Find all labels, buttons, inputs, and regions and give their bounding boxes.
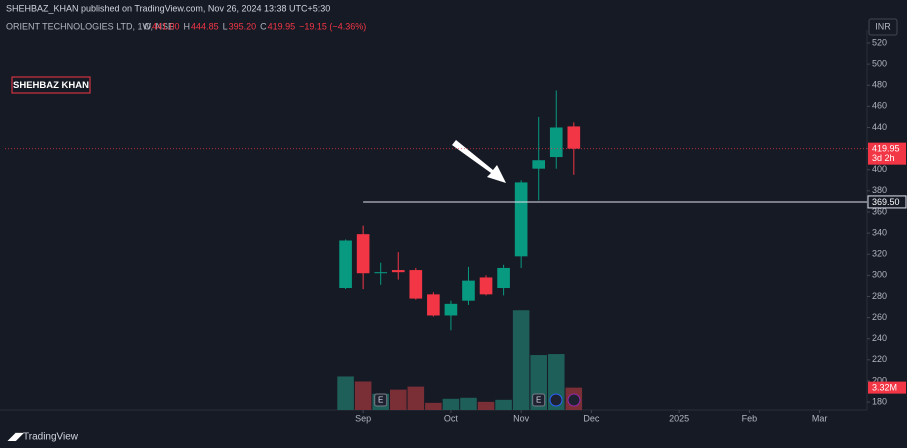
volume-bar (477, 401, 495, 410)
ohlc-value: 444.85 (191, 21, 219, 31)
split-icon (567, 393, 581, 407)
footer: TradingView (23, 432, 79, 443)
dividend-icon (549, 393, 563, 407)
y-tick-label: 300 (872, 270, 887, 280)
arrow (452, 140, 506, 183)
volume-bar (389, 389, 407, 410)
event-marker (532, 393, 546, 407)
hline-label-box (867, 195, 907, 209)
volume-bar (354, 381, 372, 410)
volume-bar (512, 310, 530, 410)
volume-bar (337, 376, 354, 410)
event-label: E (536, 396, 541, 405)
footer-logo: ◢◤ (7, 432, 25, 443)
volume-label: 3.32M (872, 382, 897, 392)
y-tick-label: 260 (872, 312, 887, 322)
ohlc-value: 395.20 (229, 21, 257, 31)
y-tick-label: 500 (872, 58, 887, 68)
y-tick-label: 400 (872, 164, 887, 174)
volume-bar (460, 397, 477, 410)
candle-body (339, 240, 352, 289)
ohlc-value: 419.95 (268, 21, 296, 31)
candle-body (356, 234, 370, 274)
candle-body (462, 280, 475, 301)
currency: INR (875, 21, 891, 31)
candle-body (479, 277, 493, 295)
currency-box (868, 18, 898, 36)
candle-body (567, 126, 581, 149)
volume-bar (442, 398, 460, 410)
x-tick-label: Oct (444, 413, 459, 423)
plot: 1802002202402602803003203403603804004204… (5, 37, 907, 423)
y-tick-label: 380 (872, 185, 887, 195)
volume-bar (425, 402, 442, 410)
hline-label: 369.50 (872, 197, 900, 207)
ohlc-key: H (184, 21, 191, 31)
publisher: SHEHBAZ_KHAN published on TradingView.co… (6, 3, 330, 13)
candle-body (497, 267, 510, 289)
event-label: E (378, 396, 383, 405)
last-price-label: 419.95 (872, 144, 900, 154)
badge: SHEHBAZ KHAN (13, 80, 89, 91)
volume-bar (407, 386, 425, 410)
x-tick-label: 2025 (669, 413, 689, 423)
last-price-box (868, 142, 906, 165)
countdown: 3d 2h (872, 153, 895, 163)
x-tick-label: Feb (742, 413, 758, 423)
candle-body (374, 272, 388, 274)
symbol: ORIENT TECHNOLOGIES LTD, 1W, NSE (6, 21, 174, 31)
y-tick-label: 240 (872, 333, 887, 343)
ohlc-change: −19.15 (−4.36%) (299, 21, 366, 31)
volume-bar (495, 399, 512, 410)
candle-body (549, 127, 563, 158)
candle-body (409, 270, 423, 299)
x-tick-label: Dec (583, 413, 600, 423)
y-tick-label: 360 (872, 206, 887, 216)
x-tick-label: Sep (355, 413, 371, 423)
ohlc-value: 441.00 (152, 21, 180, 31)
candle-body (532, 160, 546, 169)
ohlc-key: L (223, 21, 228, 31)
y-tick-label: 480 (872, 80, 887, 90)
x-tick-label: Mar (812, 413, 828, 423)
candle-body (444, 303, 458, 316)
x-tick-label: Nov (513, 413, 530, 423)
y-tick-label: 340 (872, 227, 887, 237)
candle-body (514, 182, 528, 257)
badge-box (11, 76, 91, 94)
y-tick-label: 220 (872, 354, 887, 364)
y-tick-label: 440 (872, 122, 887, 132)
y-tick-label: 320 (872, 249, 887, 259)
candle-body (391, 270, 405, 273)
ohlc-key: C (260, 21, 267, 31)
event-marker (374, 393, 388, 407)
y-tick-label: 520 (872, 37, 887, 47)
y-tick-label: 180 (872, 396, 887, 406)
ohlc-key: O (144, 21, 151, 31)
volume-label-box (868, 381, 906, 394)
y-tick-label: 200 (872, 375, 887, 385)
y-tick-label: 460 (872, 101, 887, 111)
y-tick-label: 280 (872, 291, 887, 301)
candle-body (427, 294, 440, 316)
